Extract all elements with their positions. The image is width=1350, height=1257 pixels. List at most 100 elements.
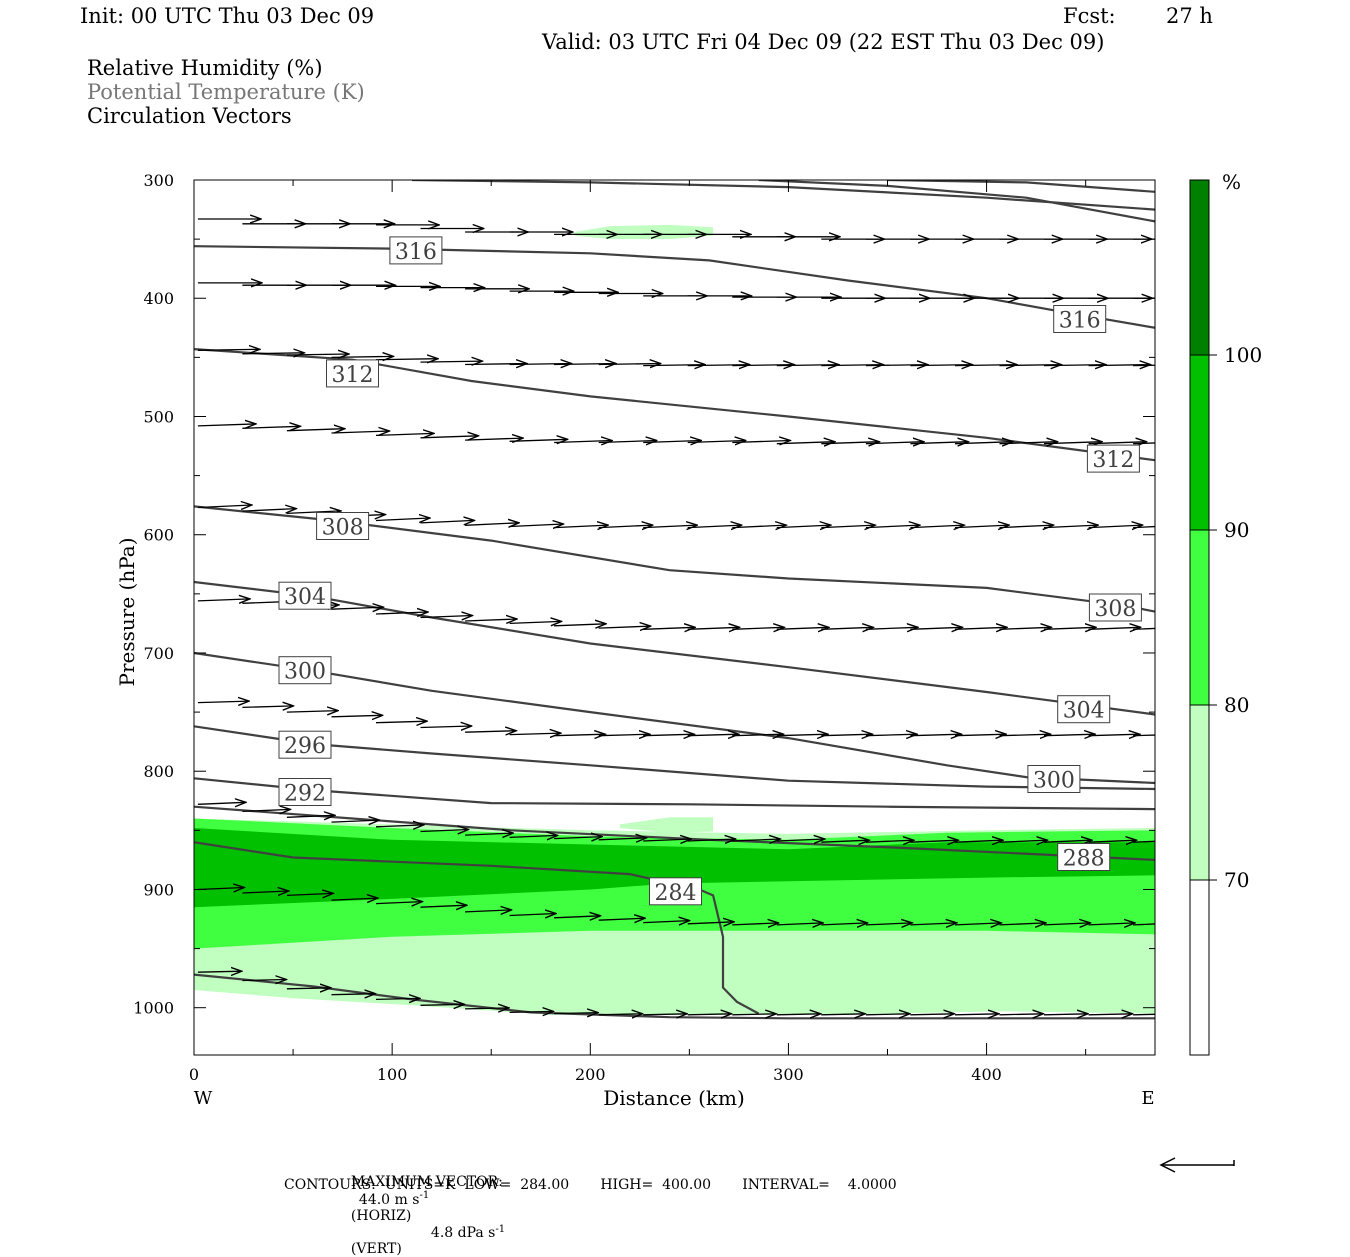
contour-label-box [389, 236, 443, 265]
vector-6-14 [821, 734, 872, 736]
vector-7-12 [732, 839, 780, 841]
vector-9-7 [509, 1011, 554, 1012]
vector-4-7 [509, 524, 564, 527]
contour-label-text: 308 [1094, 597, 1136, 622]
forecast-label: Fcst: [1063, 4, 1116, 28]
vector-9-4 [375, 998, 420, 999]
cross-section-chart: 316 316 312 312 308 308 304 304 300 300 296 292 288 2… [115, 170, 1262, 1173]
theta-contour-3 [194, 245, 1155, 329]
vector-3-2 [286, 429, 345, 431]
vector-5-20 [1088, 627, 1141, 629]
theta-contour-6 [194, 580, 1155, 716]
contour-label-box [1053, 305, 1107, 333]
vector-6-9 [598, 734, 650, 736]
vector-3-9 [598, 441, 657, 443]
vector-8-8 [554, 916, 600, 918]
field-vectors: Circulation Vectors [87, 104, 292, 128]
vector-5-5 [420, 616, 473, 618]
vector-7-1 [242, 809, 290, 811]
vector-2-13 [776, 365, 839, 366]
vector-4-4 [375, 518, 430, 521]
max-vert-unit: (VERT) [350, 1241, 402, 1257]
vector-8-6 [465, 910, 511, 912]
vector-7-15 [865, 840, 914, 842]
vector-8-16 [910, 923, 956, 925]
vector-8-11 [687, 922, 734, 924]
vector-2-21 [1133, 364, 1155, 367]
colorbar-label: 70 [1224, 868, 1249, 892]
vector-3-20 [1088, 442, 1147, 444]
vector-5-7 [509, 621, 562, 623]
vector-2-16 [910, 365, 972, 366]
contour-label-box [1057, 695, 1111, 724]
vector-2-12 [732, 365, 794, 366]
contour-label-text: 304 [284, 585, 326, 610]
vector-3-18 [999, 442, 1058, 444]
vector-3-21 [1133, 442, 1155, 445]
vector-6-15 [865, 734, 917, 736]
y-tick-label: 1000 [133, 999, 174, 1018]
vector-7-7 [509, 835, 558, 837]
contour-label-8: 300 [278, 656, 332, 685]
forecast-hours: 27 h [1166, 4, 1213, 28]
vector-4-9 [598, 525, 653, 528]
vector-8-14 [821, 923, 867, 925]
vector-2-6 [465, 364, 527, 365]
vector-8-20 [1088, 923, 1135, 925]
vector-5-16 [910, 627, 962, 629]
vector-3-4 [375, 433, 434, 435]
contour-label-0: 316 [389, 236, 443, 265]
vector-6-21 [1133, 734, 1155, 737]
vector-3-7 [509, 439, 568, 441]
colorbar-label: 90 [1224, 518, 1249, 542]
vector-8-3 [331, 898, 378, 900]
vector-3-12 [732, 441, 790, 443]
vector-4-13 [776, 525, 831, 528]
vector-2-18 [999, 365, 1062, 366]
vector-3-14 [821, 442, 879, 444]
vector-8-7 [509, 914, 556, 916]
colorbar-label: 100 [1224, 343, 1262, 367]
vector-9-14 [821, 1014, 865, 1015]
colorbar-segment-1 [1190, 355, 1209, 530]
vector-8-9 [598, 918, 645, 920]
vector-5-0 [197, 599, 250, 601]
vector-6-4 [375, 721, 427, 723]
vector-8-17 [954, 923, 1001, 925]
vector-7-9 [598, 838, 647, 840]
vector-7-0 [197, 802, 246, 804]
max-vert-value: 4.8 dPa s [430, 1225, 496, 1242]
contour-label-box [278, 778, 332, 806]
vector-8-19 [1043, 923, 1090, 925]
y-tick-label: 700 [143, 644, 174, 663]
vector-5-17 [954, 627, 1007, 629]
theta-contour-9 [194, 777, 1155, 811]
vector-8-13 [776, 923, 823, 925]
vector-2-3 [331, 356, 394, 357]
vector-3-17 [954, 442, 1013, 444]
contour-label-text: 308 [322, 516, 364, 541]
vector-2-20 [1088, 365, 1151, 366]
vector-2-9 [598, 364, 661, 365]
init-time: Init: 00 UTC Thu 03 Dec 09 [80, 4, 375, 28]
vector-8-4 [375, 902, 422, 904]
vector-2-19 [1043, 365, 1106, 366]
vector-3-11 [687, 441, 746, 443]
vector-6-5 [420, 726, 472, 728]
vector-7-10 [643, 839, 691, 841]
x-tick-label: 400 [971, 1065, 1002, 1084]
vector-5-18 [999, 627, 1052, 629]
y-tick-label: 800 [143, 762, 174, 781]
vector-9-2 [286, 988, 331, 989]
vector-8-5 [420, 905, 467, 907]
vector-6-11 [687, 734, 739, 736]
vector-4-1 [242, 509, 296, 512]
contour-label-box [1057, 843, 1111, 871]
vector-9-13 [776, 1014, 821, 1015]
vector-2-15 [865, 365, 928, 366]
vector-6-3 [331, 715, 383, 717]
vector-6-18 [999, 734, 1051, 736]
contour-label-text: 312 [1092, 448, 1134, 473]
contour-label-5: 308 [1088, 593, 1142, 622]
x-tick-label: 100 [377, 1065, 408, 1084]
